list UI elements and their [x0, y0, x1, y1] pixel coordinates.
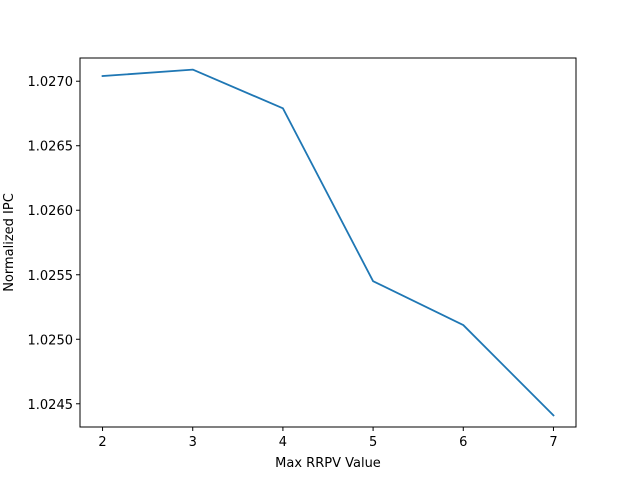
x-axis-ticks: 2 3 4 5 6 7 — [98, 427, 558, 450]
y-tick-label: 1.0255 — [28, 269, 74, 284]
series-line — [101, 68, 555, 417]
y-axis-label: Normalized IPC — [2, 193, 17, 292]
x-tick-label: 4 — [279, 435, 287, 450]
x-tick-label: 5 — [369, 435, 377, 450]
series-layer — [101, 68, 555, 417]
y-tick-label: 1.0245 — [28, 398, 74, 413]
x-axis-label: Max RRPV Value — [275, 456, 381, 471]
y-tick-label: 1.0265 — [28, 140, 74, 155]
y-tick-label: 1.0260 — [28, 204, 74, 219]
x-tick-label: 2 — [98, 435, 106, 450]
y-tick-label: 1.0250 — [28, 333, 74, 348]
y-axis-ticks: 1.0245 1.0250 1.0255 1.0260 1.0265 1.0270 — [28, 75, 80, 413]
x-tick-label: 6 — [459, 435, 467, 450]
y-tick-label: 1.0270 — [28, 75, 74, 90]
x-tick-label: 3 — [189, 435, 197, 450]
x-tick-label: 7 — [549, 435, 557, 450]
plot-frame — [79, 57, 577, 428]
